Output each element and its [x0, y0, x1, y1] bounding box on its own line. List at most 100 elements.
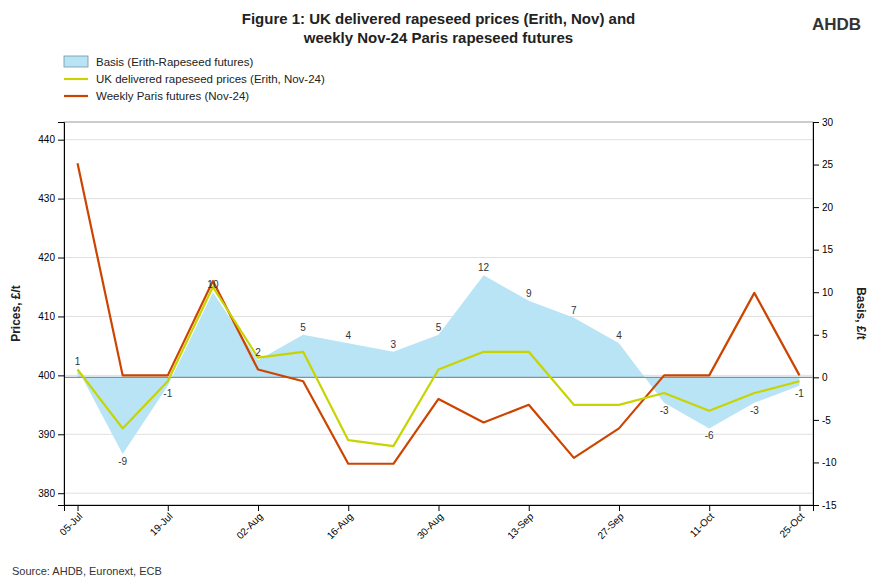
y-tick-mark [58, 258, 64, 259]
grid [64, 140, 813, 494]
data-label: -1 [163, 388, 172, 399]
y-tick: 380 [38, 488, 64, 499]
x-tick-mark [348, 505, 349, 511]
y2-tick-label: 5 [822, 329, 828, 340]
y2-tick-label: 25 [822, 159, 834, 170]
y2-tick: 20 [813, 202, 834, 213]
x-tick-label: 16-Aug [325, 511, 356, 542]
x-tick: 27-Sep [595, 505, 626, 541]
x-tick-label: 30-Aug [415, 511, 446, 542]
legend-swatch [64, 95, 88, 97]
y-axis: 380390400410420430440 [38, 123, 64, 506]
x-tick-mark [78, 505, 79, 511]
legend-label: Weekly Paris futures (Nov-24) [96, 90, 249, 102]
y2-tick-mark [813, 462, 819, 463]
y2-tick: 0 [813, 372, 828, 383]
y-tick: 400 [38, 370, 64, 381]
y2-axis-title: Basis, £/t [854, 287, 868, 340]
y2-tick-label: -15 [822, 500, 837, 511]
x-tick: 13-Sep [505, 505, 536, 541]
y-tick-label: 390 [38, 429, 55, 440]
data-label: -6 [705, 430, 714, 441]
y2-tick-mark [813, 207, 819, 208]
y-tick-mark [58, 434, 64, 435]
y2-tick-mark [813, 420, 819, 421]
data-label: 9 [526, 288, 532, 299]
x-tick-label: 19-Jul [148, 511, 175, 538]
data-label: 12 [478, 262, 490, 273]
data-label: 10 [207, 279, 219, 290]
x-tick-label: 05-Jul [57, 511, 84, 538]
grid-line [64, 316, 813, 317]
data-label: -3 [660, 405, 669, 416]
chart: Figure 1: UK delivered rapeseed prices (… [0, 0, 877, 583]
x-tick-label: 27-Sep [595, 510, 626, 541]
y2-tick-label: 0 [822, 372, 828, 383]
source: Source: AHDB, Euronext, ECB [12, 565, 162, 577]
line [78, 163, 800, 464]
grid-line [64, 493, 813, 494]
title: Figure 1: UK delivered rapeseed prices (… [242, 10, 635, 46]
y2-tick-label: -5 [822, 415, 831, 426]
y2-tick-label: 10 [822, 287, 834, 298]
y2-tick: 25 [813, 159, 834, 170]
y2-tick: 5 [813, 329, 828, 340]
data-label: 7 [571, 305, 577, 316]
grid-line [64, 257, 813, 258]
y-tick-label: 430 [38, 193, 55, 204]
y2-tick-mark [813, 377, 819, 378]
x-tick-label: 13-Sep [505, 510, 536, 541]
y-axis-title: Prices, £/t [9, 285, 23, 342]
data-label: -1 [795, 388, 804, 399]
x-tick-mark [619, 505, 620, 511]
y-tick: 420 [38, 252, 64, 263]
y-tick-mark [58, 493, 64, 494]
x-tick: 02-Aug [234, 505, 265, 541]
y2-tick-label: 20 [822, 202, 834, 213]
x-tick: 11-Oct [688, 505, 717, 539]
x-tick-mark [258, 505, 259, 511]
y-tick-label: 410 [38, 311, 55, 322]
x-axis: 05-Jul 19-Jul 02-Aug 16-Aug 30-Aug 13-Sep 27-S… [57, 505, 813, 541]
grid-line [64, 198, 813, 199]
plot-area [64, 163, 813, 464]
y-tick: 430 [38, 193, 64, 204]
y2-tick-label: 15 [822, 244, 834, 255]
x-axis-line [65, 506, 814, 512]
legend-item: Weekly Paris futures (Nov-24) [64, 90, 249, 102]
x-tick-label: 11-Oct [688, 511, 717, 540]
y-tick-mark [58, 199, 64, 200]
data-label: 4 [616, 330, 622, 341]
y2-tick: 30 [813, 117, 834, 128]
y-tick-mark [58, 316, 64, 317]
x-tick-label: 02-Aug [234, 511, 265, 542]
x-tick-mark [529, 505, 530, 511]
logo: AHDB [812, 15, 861, 34]
y2-tick-mark [813, 165, 819, 166]
y2-tick: -10 [813, 457, 837, 468]
legend-swatch [64, 56, 88, 67]
y2-tick: -5 [813, 415, 831, 426]
x-tick-mark [799, 505, 800, 511]
x-tick: 16-Aug [325, 505, 356, 541]
line [78, 287, 800, 446]
data-label: 2 [255, 347, 261, 358]
data-label: 5 [300, 322, 306, 333]
y2-tick-mark [813, 292, 819, 293]
y2-axis-line [814, 123, 820, 506]
y2-tick-label: -10 [822, 457, 837, 468]
y-axis-line [58, 123, 65, 506]
x-tick: 25-Oct [777, 505, 806, 540]
y2-tick-label: 30 [822, 117, 834, 128]
x-tick-mark [439, 505, 440, 511]
x-tick: 19-Jul [148, 505, 175, 538]
y-tick-mark [58, 140, 64, 141]
x-tick-mark [168, 505, 169, 511]
legend-item: UK delivered rapeseed prices (Erith, Nov… [64, 73, 325, 85]
legend-label: UK delivered rapeseed prices (Erith, Nov… [96, 73, 325, 85]
y2-tick-mark [813, 335, 819, 336]
baseline [64, 377, 813, 378]
y2-tick-mark [813, 250, 819, 251]
x-tick-label: 25-Oct [777, 511, 806, 540]
legend-item: Basis (Erith-Rapeseed futures) [64, 56, 253, 68]
